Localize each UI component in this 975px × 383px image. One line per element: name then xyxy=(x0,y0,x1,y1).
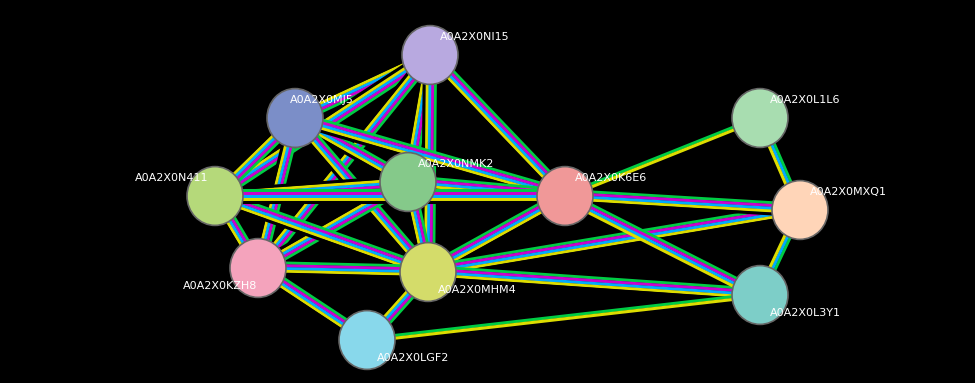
Ellipse shape xyxy=(732,88,788,147)
Ellipse shape xyxy=(339,311,395,369)
Text: A0A2X0MXQ1: A0A2X0MXQ1 xyxy=(810,187,887,197)
Ellipse shape xyxy=(230,239,286,298)
Text: A0A2X0K6E6: A0A2X0K6E6 xyxy=(575,173,647,183)
Text: A0A2X0N411: A0A2X0N411 xyxy=(135,173,209,183)
Text: A0A2X0NMK2: A0A2X0NMK2 xyxy=(418,159,494,169)
Text: A0A2X0NI15: A0A2X0NI15 xyxy=(440,32,510,42)
Text: A0A2X0MHM4: A0A2X0MHM4 xyxy=(438,285,517,295)
Text: A0A2X0KZH8: A0A2X0KZH8 xyxy=(183,281,257,291)
Ellipse shape xyxy=(267,88,323,147)
Text: A0A2X0L1L6: A0A2X0L1L6 xyxy=(770,95,840,105)
Text: A0A2X0MJ5: A0A2X0MJ5 xyxy=(290,95,354,105)
Ellipse shape xyxy=(400,242,456,301)
Ellipse shape xyxy=(380,152,436,211)
Ellipse shape xyxy=(402,26,458,84)
Ellipse shape xyxy=(772,181,828,239)
Text: A0A2X0L3Y1: A0A2X0L3Y1 xyxy=(770,308,841,318)
Ellipse shape xyxy=(537,167,593,226)
Text: A0A2X0LGF2: A0A2X0LGF2 xyxy=(377,353,449,363)
Ellipse shape xyxy=(732,265,788,324)
Ellipse shape xyxy=(187,167,243,226)
